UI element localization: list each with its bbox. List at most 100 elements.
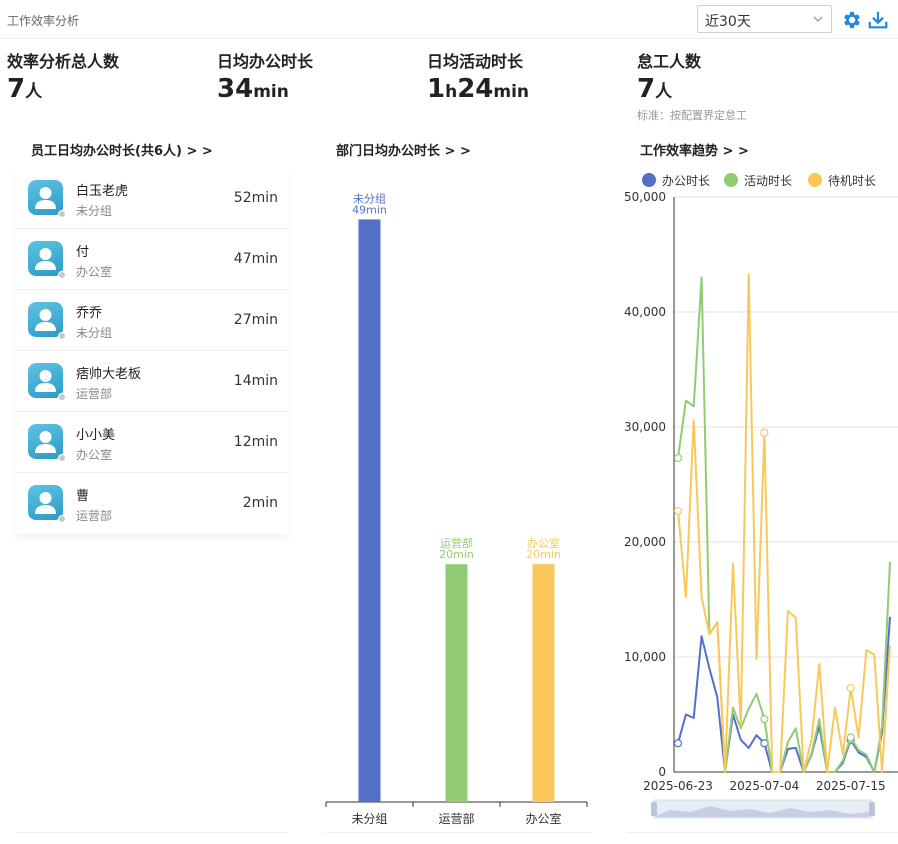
user-icon bbox=[35, 309, 56, 331]
zoom-handle-right[interactable] bbox=[869, 802, 875, 816]
employee-row[interactable]: 白玉老虎 未分组 52min bbox=[16, 168, 288, 229]
status-dot bbox=[58, 271, 66, 279]
user-icon bbox=[35, 187, 56, 209]
stat-slacking-people: 怠工人数 7人 标准：按配置界定怠工 bbox=[637, 48, 747, 123]
download-icon[interactable] bbox=[867, 9, 889, 31]
status-dot bbox=[58, 210, 66, 218]
department-panel-title[interactable]: 部门日均办公时长 > > bbox=[336, 144, 471, 159]
status-dot bbox=[58, 454, 66, 462]
efficiency-trend-chart: 办公时长 活动时长 待机时长 0 10,000 20,000 30,000 40,000 50,… bbox=[624, 173, 898, 819]
employee-list: 白玉老虎 未分组 52min 付办公室 47min 乔乔 未分组 27min 痞帅大老板 运营部 1… bbox=[16, 168, 288, 534]
stat-label: 效率分析总人数 bbox=[7, 52, 120, 71]
bar-1[interactable] bbox=[445, 564, 468, 802]
stat-label: 日均办公时长 bbox=[217, 52, 314, 71]
page-title: 工作效率分析 bbox=[7, 14, 80, 28]
employee-dept: 未分组 bbox=[76, 326, 113, 340]
employee-name: 小小美 bbox=[76, 428, 116, 443]
y-tick-label: 40,000 bbox=[624, 305, 666, 319]
stat-value: 1h24min bbox=[427, 74, 530, 104]
stat-value: 7人 bbox=[7, 74, 43, 104]
avatar bbox=[28, 424, 66, 462]
avatar bbox=[28, 180, 66, 218]
employee-time: 12min bbox=[233, 434, 278, 450]
date-range-value: 近30天 bbox=[705, 14, 751, 30]
y-tick-label: 50,000 bbox=[624, 190, 666, 204]
x-tick-label: 2025-07-04 bbox=[729, 779, 799, 793]
user-icon bbox=[35, 492, 56, 514]
employee-time: 2min bbox=[242, 495, 278, 511]
employee-dept: 办公室 bbox=[76, 265, 113, 279]
employee-name: 痞帅大老板 bbox=[76, 367, 142, 382]
employee-name: 付 bbox=[76, 245, 90, 260]
date-range-select[interactable]: 近30天 bbox=[697, 5, 832, 33]
employee-row[interactable]: 小小美办公室 12min bbox=[16, 412, 288, 473]
employee-row[interactable]: 付办公室 47min bbox=[16, 229, 288, 290]
employee-time: 14min bbox=[233, 373, 278, 389]
gear-icon[interactable] bbox=[841, 9, 863, 31]
employee-row[interactable]: 曹运营部 2min bbox=[16, 473, 288, 534]
employee-time: 52min bbox=[233, 190, 278, 206]
legend-label[interactable]: 待机时长 bbox=[828, 174, 876, 188]
zoom-handle-left[interactable] bbox=[651, 802, 657, 816]
employee-dept: 办公室 bbox=[76, 448, 113, 462]
stat-value: 34min bbox=[217, 74, 289, 104]
employee-panel-title[interactable]: 员工日均办公时长(共6人) > > bbox=[31, 144, 213, 159]
bar-value-label: 20min bbox=[439, 548, 474, 561]
stat-avg-active-time: 日均活动时长 1h24min bbox=[427, 48, 529, 107]
user-icon bbox=[35, 248, 56, 270]
employee-name: 曹 bbox=[76, 489, 90, 504]
legend-label[interactable]: 办公时长 bbox=[662, 173, 710, 188]
y-tick-label: 20,000 bbox=[624, 535, 666, 549]
zoom-slider-preview bbox=[656, 806, 870, 817]
employee-dept: 未分组 bbox=[76, 204, 113, 218]
trend-panel-title[interactable]: 工作效率趋势 > > bbox=[640, 144, 749, 159]
series-point[interactable] bbox=[846, 683, 855, 693]
series-point[interactable] bbox=[673, 453, 683, 463]
status-dot bbox=[58, 332, 66, 340]
x-tick-label: 运营部 bbox=[438, 811, 474, 826]
bar-value-label: 20min bbox=[526, 548, 561, 561]
series-point[interactable] bbox=[760, 428, 769, 437]
stat-avg-office-time: 日均办公时长 34min bbox=[217, 48, 313, 107]
divider bbox=[16, 832, 288, 833]
y-tick-label: 30,000 bbox=[624, 420, 666, 434]
stat-total-people: 效率分析总人数 7人 bbox=[7, 48, 119, 107]
avatar bbox=[28, 302, 66, 340]
employee-dept: 运营部 bbox=[76, 387, 113, 401]
user-icon bbox=[35, 370, 56, 392]
chevron-down-icon bbox=[813, 16, 823, 22]
x-tick-label: 未分组 bbox=[351, 812, 387, 826]
x-tick-label: 办公室 bbox=[525, 811, 561, 826]
bar-value-label: 49min bbox=[352, 203, 387, 216]
series-point[interactable] bbox=[846, 733, 855, 742]
avatar bbox=[28, 363, 66, 401]
bar-2[interactable] bbox=[532, 564, 555, 802]
divider bbox=[626, 832, 898, 833]
bar-category-label: 运营部 bbox=[440, 536, 473, 550]
avatar bbox=[28, 241, 66, 279]
series-point[interactable] bbox=[760, 714, 769, 724]
header-bar: 工作效率分析 近30天 bbox=[0, 0, 898, 39]
stat-label: 怠工人数 bbox=[637, 52, 702, 71]
legend-label[interactable]: 活动时长 bbox=[744, 174, 792, 188]
bar-category-label: 未分组 bbox=[353, 191, 386, 205]
user-icon bbox=[35, 431, 56, 453]
y-tick-label: 10,000 bbox=[624, 650, 666, 664]
bar-category-label: 办公室 bbox=[527, 536, 560, 550]
series-line-2[interactable] bbox=[677, 273, 891, 773]
avatar bbox=[28, 485, 66, 523]
employee-time: 47min bbox=[233, 251, 278, 267]
stat-label: 日均活动时长 bbox=[427, 52, 524, 71]
stat-note: 标准：按配置界定怠工 bbox=[637, 109, 747, 122]
bar-0[interactable] bbox=[358, 219, 381, 802]
x-tick-label: 2025-07-15 bbox=[816, 779, 886, 793]
divider bbox=[326, 832, 592, 833]
employee-row[interactable]: 痞帅大老板运营部 14min bbox=[16, 351, 288, 412]
employee-dept: 运营部 bbox=[76, 509, 113, 523]
x-tick-label: 2025-06-23 bbox=[643, 779, 713, 793]
series-point[interactable] bbox=[673, 739, 683, 748]
legend-marker bbox=[724, 173, 738, 187]
employee-row[interactable]: 乔乔 未分组 27min bbox=[16, 290, 288, 351]
employee-time: 27min bbox=[233, 312, 278, 328]
series-point[interactable] bbox=[673, 506, 683, 516]
